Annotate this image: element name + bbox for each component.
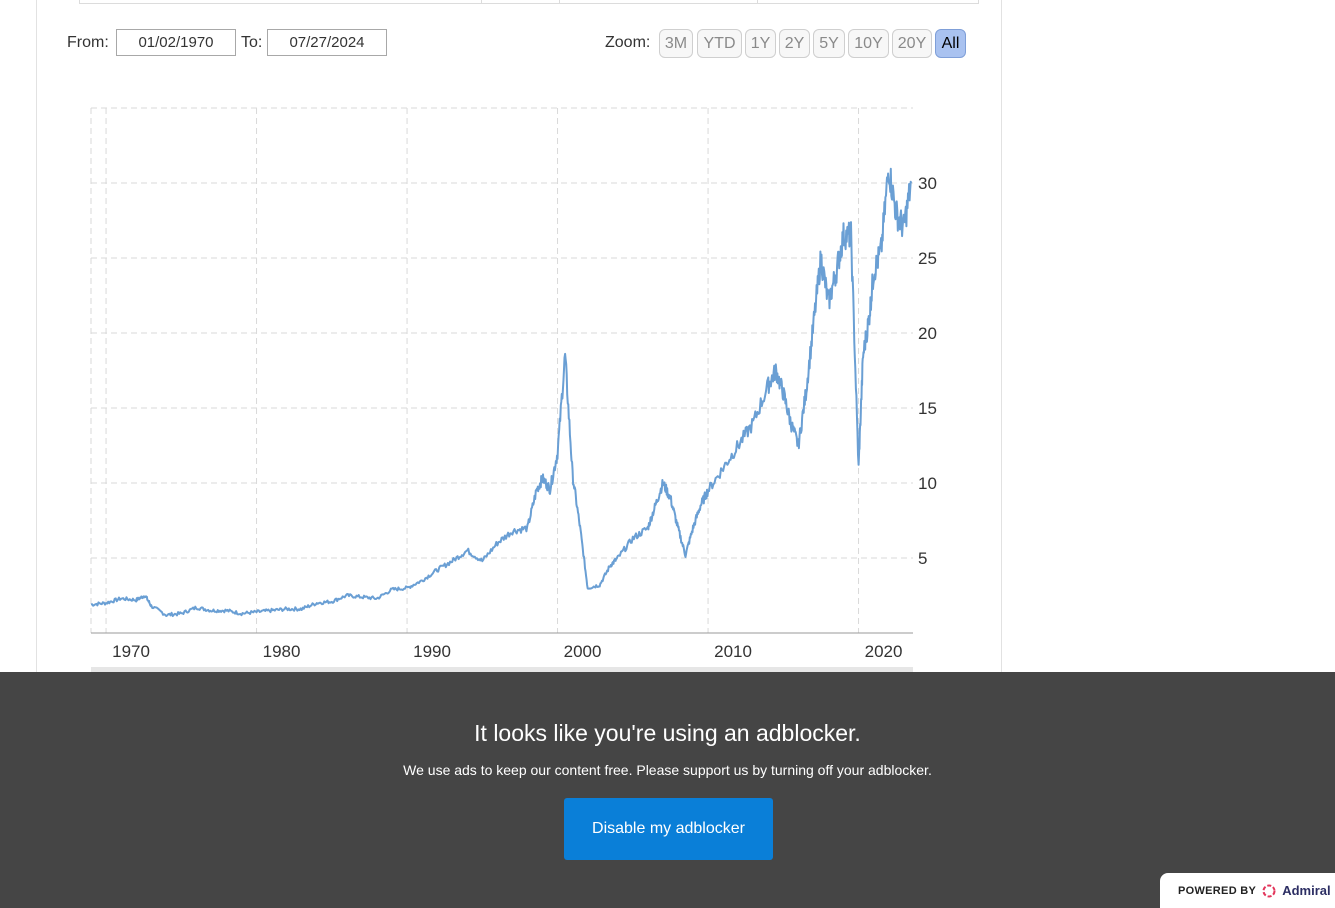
zoom-ytd-button[interactable]: YTD — [697, 29, 742, 58]
y-tick-label: 25 — [918, 249, 937, 268]
chart-panel — [36, 0, 1002, 698]
x-tick-label: 1990 — [413, 642, 451, 661]
adblock-message: We use ads to keep our content free. Ple… — [403, 762, 932, 778]
zoom-all-button[interactable]: All — [935, 29, 966, 58]
zoom-2y-button[interactable]: 2Y — [779, 29, 810, 58]
zoom-20y-button[interactable]: 20Y — [892, 29, 932, 58]
y-tick-label: 20 — [918, 324, 937, 343]
powered-by-text: POWERED BY — [1178, 884, 1257, 897]
zoom-10y-button[interactable]: 10Y — [848, 29, 889, 58]
admiral-brand: Admiral — [1282, 883, 1331, 898]
chart-grid — [90, 107, 913, 634]
zoom-label: Zoom: — [605, 34, 651, 51]
y-tick-label: 10 — [918, 474, 937, 493]
x-tick-label: 1980 — [263, 642, 301, 661]
x-tick-label: 2020 — [865, 642, 903, 661]
from-date-input[interactable] — [116, 29, 236, 56]
series-line — [90, 167, 913, 618]
from-label: From: — [67, 34, 109, 51]
zoom-1y-button[interactable]: 1Y — [745, 29, 776, 58]
adblock-title: It looks like you're using an adblocker. — [474, 720, 861, 746]
to-date-input[interactable] — [267, 29, 387, 56]
x-tick-label: 2000 — [564, 642, 602, 661]
powered-by-badge[interactable]: POWERED BY Admiral — [1160, 873, 1335, 908]
x-axis: 1970 1980 1990 2000 2010 2020 — [112, 642, 902, 661]
x-tick-label: 2010 — [714, 642, 752, 661]
zoom-3m-button[interactable]: 3M — [659, 29, 693, 58]
navigator-strip — [79, 0, 979, 4]
zoom-5y-button[interactable]: 5Y — [813, 29, 845, 58]
adblock-overlay: It looks like you're using an adblocker.… — [0, 672, 1335, 908]
y-tick-label: 15 — [918, 399, 937, 418]
price-chart: 1970 1980 1990 2000 2010 2020 5 10 15 20 25 30 — [90, 107, 937, 680]
y-axis: 5 10 15 20 25 30 — [918, 174, 937, 568]
disable-adblocker-button[interactable]: Disable my adblocker — [564, 798, 773, 860]
admiral-logo-icon — [1262, 884, 1276, 897]
x-tick-label: 1970 — [112, 642, 150, 661]
to-label: To: — [241, 34, 263, 51]
y-tick-label: 30 — [918, 174, 937, 193]
y-tick-label: 5 — [918, 549, 927, 568]
